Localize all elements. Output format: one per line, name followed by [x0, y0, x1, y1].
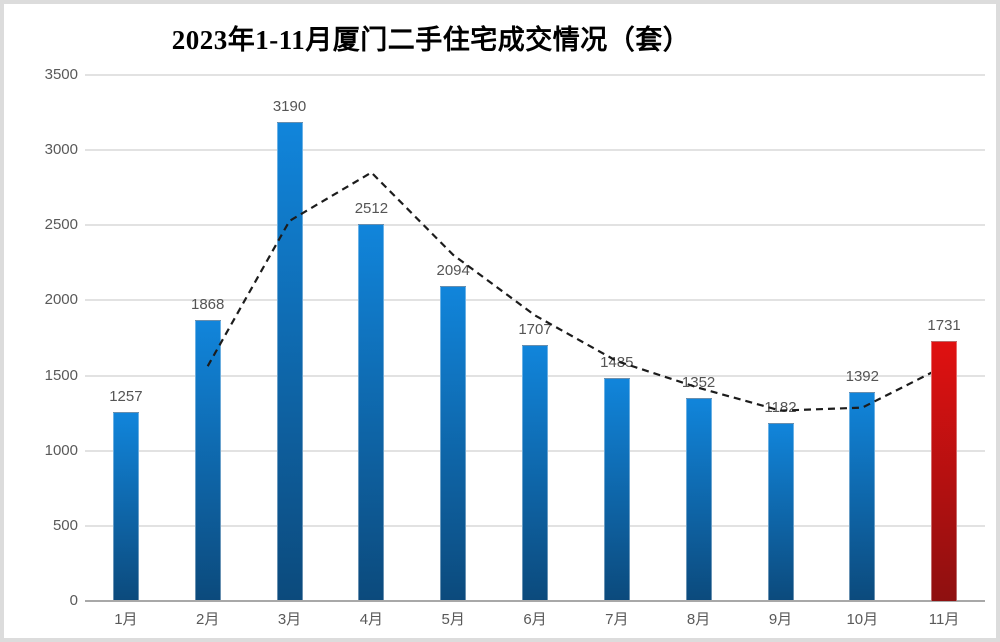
x-axis-tick-label: 1月	[114, 611, 138, 628]
gridline	[85, 74, 985, 76]
x-axis-tick-label: 2月	[196, 611, 220, 628]
y-axis-tick-label: 2000	[44, 291, 78, 309]
x-axis-tick-label: 10月	[846, 611, 879, 628]
y-axis-tick-label: 1500	[44, 366, 78, 384]
bar-4月	[358, 223, 385, 601]
bar-value-label: 1731	[927, 316, 961, 334]
y-axis-tick-label: 0	[69, 592, 78, 609]
bar-1月	[112, 412, 139, 601]
bar-value-label: 1392	[845, 367, 879, 385]
gridline	[85, 149, 985, 152]
bar-3月	[276, 121, 303, 601]
y-axis-tick-label: 500	[52, 516, 78, 534]
bar-9月	[767, 423, 794, 601]
bar-8月	[685, 397, 712, 601]
y-axis-tick-label: 3000	[44, 141, 78, 159]
x-axis-tick-label: 5月	[441, 611, 465, 628]
bar-value-label: 1707	[518, 320, 552, 338]
chart-title: 2023年1-11月厦门二手住宅成交情况（套）	[171, 25, 691, 55]
x-axis-tick-label: 3月	[277, 611, 302, 628]
x-axis-tick-label: 7月	[605, 611, 629, 628]
y-axis-tick-label: 2500	[44, 216, 78, 234]
x-axis-tick-label: 6月	[523, 611, 547, 628]
bar-value-label: 2094	[436, 262, 470, 280]
bar-value-label: 1485	[600, 353, 634, 371]
x-axis-tick-label: 11月	[928, 611, 960, 628]
bar-10月	[849, 391, 876, 601]
bar-2月	[194, 320, 221, 601]
x-axis-tick-label: 9月	[768, 611, 793, 628]
bar-6月	[522, 344, 548, 601]
bar-value-label: 1182	[764, 399, 797, 417]
bar-value-label: 1868	[191, 296, 225, 314]
gridline	[85, 224, 985, 227]
bar-7月	[603, 377, 630, 601]
x-axis-line	[85, 600, 985, 602]
bar-5月	[440, 286, 467, 601]
bar-value-label: 1352	[681, 373, 716, 391]
bar-value-label: 1257	[109, 388, 143, 406]
bar-value-label: 2512	[354, 199, 389, 217]
x-axis-tick-label: 8月	[686, 611, 711, 628]
bar-11月	[931, 340, 958, 601]
bar-value-label: 3190	[272, 97, 307, 115]
x-axis-tick-label: 4月	[359, 611, 384, 628]
y-axis-tick-label: 3500	[44, 66, 78, 83]
y-axis-tick-label: 1000	[44, 441, 78, 459]
